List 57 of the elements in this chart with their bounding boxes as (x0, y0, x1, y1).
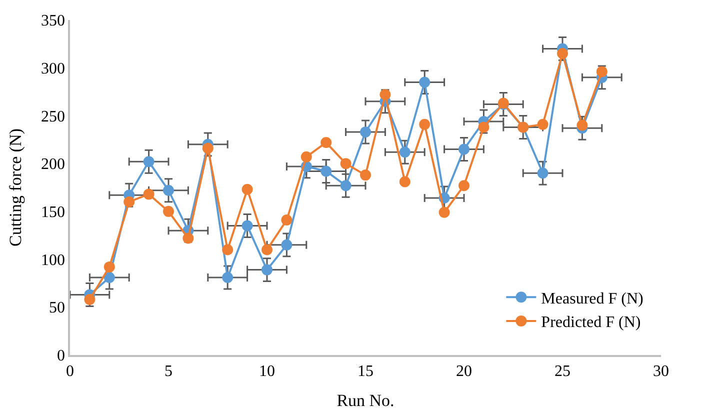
point (262, 244, 272, 256)
point (281, 239, 292, 250)
y-tick-label: 300 (41, 60, 66, 78)
point (182, 232, 194, 244)
y-axis-title: Cutting force (N) (6, 128, 26, 247)
x-tick-label: 25 (554, 362, 570, 380)
y-tick-label: 200 (41, 156, 66, 174)
point (84, 294, 96, 305)
point (399, 146, 410, 158)
point (537, 168, 548, 179)
point (104, 261, 115, 272)
point (360, 126, 371, 138)
point (458, 144, 470, 155)
point (300, 151, 312, 162)
legend-label: Measured F (N) (541, 290, 644, 308)
point (340, 180, 352, 192)
y-tick-label: 100 (41, 252, 66, 269)
point (537, 118, 548, 130)
legend-label: Predicted F (N) (541, 314, 641, 332)
point (557, 48, 568, 59)
x-tick-label: 10 (259, 362, 275, 380)
x-tick-label: 30 (653, 362, 669, 380)
point (340, 158, 352, 170)
point (242, 184, 253, 195)
point (438, 206, 450, 218)
point (104, 272, 115, 283)
point (576, 120, 588, 131)
x-tick-label: 15 (358, 362, 374, 380)
point (222, 244, 234, 256)
point (360, 170, 371, 181)
point (399, 176, 410, 188)
point (419, 118, 430, 130)
point (143, 188, 154, 200)
y-tick-label: 350 (41, 12, 66, 30)
point (596, 66, 608, 78)
y-tick-label: 250 (41, 108, 66, 126)
point (242, 220, 253, 232)
point (143, 156, 154, 168)
point (163, 184, 174, 196)
point (222, 272, 234, 283)
y-tick-label: 150 (41, 204, 66, 222)
point (458, 180, 470, 192)
point (320, 137, 332, 148)
point (281, 214, 292, 226)
point (202, 142, 214, 154)
y-tick-label: 50 (49, 300, 66, 317)
point (320, 166, 332, 177)
point (163, 206, 174, 217)
x-tick-label: 20 (456, 362, 472, 380)
point (124, 196, 135, 208)
x-tick-label: 5 (164, 362, 172, 380)
point (262, 264, 272, 276)
y-tick-label: 0 (57, 348, 66, 365)
point (478, 122, 490, 133)
point (419, 76, 430, 88)
point (380, 89, 391, 100)
x-axis-title: Run No. (336, 390, 394, 410)
